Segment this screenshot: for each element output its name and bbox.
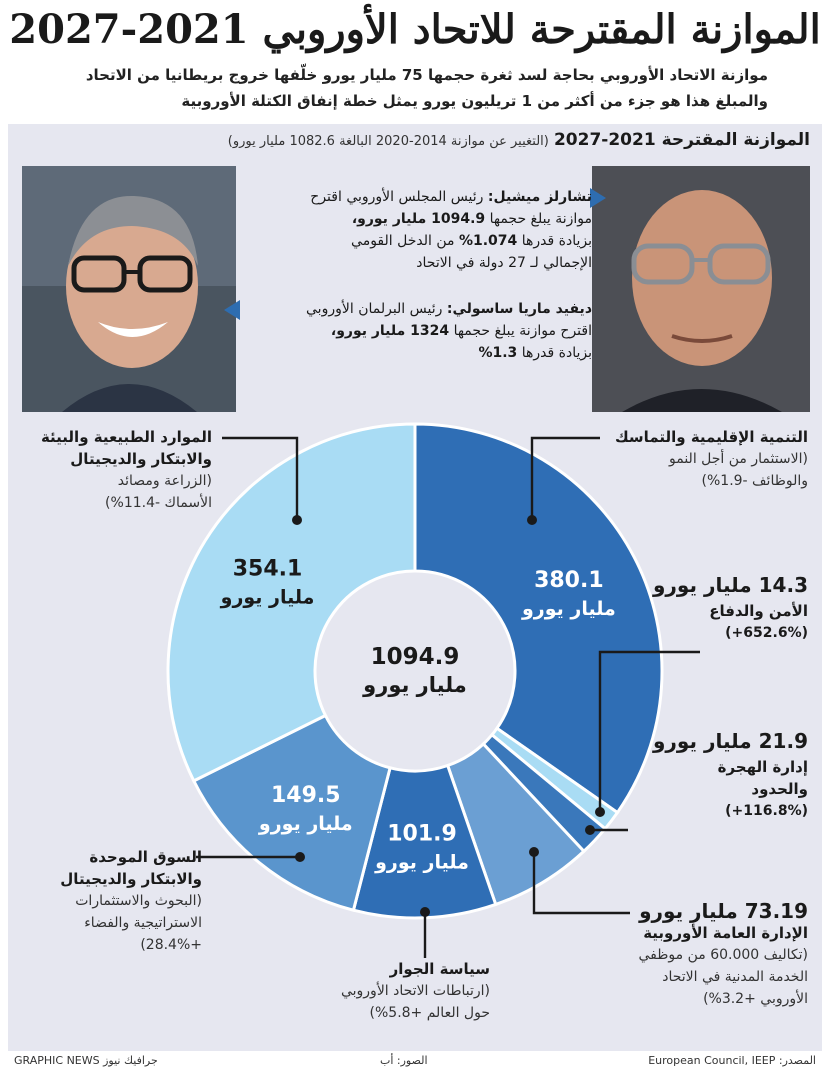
label-migration-value: 21.9 مليار يورو <box>652 729 808 753</box>
bio-michel: تشارلز ميشيل: رئيس المجلس الأوروبي اقترح… <box>282 186 592 274</box>
label-natural-title-1: الموارد الطبيعية والبيئة <box>40 428 212 446</box>
label-natural-sub-1: (الزراعة ومصائد <box>117 473 212 489</box>
leader-dot-cohesion <box>527 515 537 525</box>
photo-michel <box>592 166 810 412</box>
footer-source: المصدر: European Council, IEEP <box>648 1054 816 1067</box>
segment-unit-natural: مليار يورو <box>220 587 315 609</box>
label-security-value: 14.3 مليار يورو <box>652 573 808 597</box>
segment-unit-single-market: مليار يورو <box>258 813 353 835</box>
label-admin-value: 73.19 مليار يورو <box>639 899 808 923</box>
leader-dot-natural <box>292 515 302 525</box>
section-title: الموازنة المقترحة 2021-2027 <box>553 130 810 150</box>
bio-sassoli: ديفيد ماريا ساسولي: رئيس البرلمان الأورو… <box>282 298 592 364</box>
leader-line-cohesion <box>530 436 600 520</box>
label-migration-change: (+116.8%) <box>725 803 808 819</box>
label-single-market-title-1: السوق الموحدة <box>89 848 202 866</box>
leader-line-natural <box>222 436 299 520</box>
michel-text-3c: من الدخل القومي <box>351 233 455 249</box>
label-admin-sub-3: الأوروبي +3.2%) <box>703 991 808 1007</box>
label-cohesion-sub-1: (الاستثمار من أجل النمو <box>669 451 808 467</box>
label-neighbour-title: سياسة الجوار <box>389 960 490 978</box>
label-neighbour-sub-1: (ارتباطات الاتحاد الأوروبي <box>340 983 490 999</box>
label-security-title: الأمن والدفاع <box>709 602 808 620</box>
label-single-market: السوق الموحدة والابتكار والديجيتال (البح… <box>22 846 202 956</box>
footer-photos: الصور: أب <box>380 1054 428 1067</box>
section-note: (التغيير عن موازنة 2014-2020 البالغة 108… <box>227 134 549 149</box>
label-single-market-title-2: والابتكار والديجيتال <box>60 870 202 888</box>
label-neighbour: سياسة الجوار (ارتباطات الاتحاد الأوروبي … <box>280 958 490 1024</box>
label-cohesion-title: التنمية الإقليمية والتماسك <box>614 428 808 446</box>
sassoli-text-1: رئيس البرلمان الأوروبي <box>306 301 443 317</box>
section-heading: الموازنة المقترحة 2021-2027 (التغيير عن … <box>30 130 810 150</box>
michel-name: تشارلز ميشيل: <box>487 189 592 205</box>
label-neighbour-sub-2: حول العالم +5.8%) <box>369 1005 490 1021</box>
sassoli-text-3b: 1.3% <box>478 345 518 361</box>
photo-sassoli <box>22 166 236 412</box>
segment-unit-cohesion: مليار يورو <box>521 598 616 620</box>
leader-dot-neighbour <box>420 907 430 917</box>
leader-line-security <box>598 650 700 812</box>
michel-text-2b: 1094.9 مليار يورو، <box>351 211 486 227</box>
label-single-market-sub-1: (البحوث والاستثمارات <box>75 893 202 909</box>
donut-segment-single-market <box>191 713 392 913</box>
page-title: الموازنة المقترحة للاتحاد الأوروبي 2021-… <box>9 6 821 53</box>
michel-text-4: الإجمالي لـ 27 دولة في الاتحاد <box>416 255 592 271</box>
segment-value-neighbour: 101.9 <box>387 821 457 846</box>
label-admin: 73.19 مليار يورو الإدارة العامة الأوروبي… <box>598 900 808 1010</box>
sassoli-text-2b: 1324 مليار يورو، <box>330 323 450 339</box>
label-security: 14.3 مليار يورو الأمن والدفاع (+652.6%) <box>608 574 808 644</box>
donut-segment-natural <box>166 422 417 783</box>
label-cohesion: التنمية الإقليمية والتماسك (الاستثمار من… <box>578 426 808 492</box>
leader-dot-migration <box>585 825 595 835</box>
sassoli-text-3a: بزيادة قدرها <box>521 345 592 361</box>
michel-text-3a: بزيادة قدرها <box>521 233 592 249</box>
segment-value-cohesion: 380.1 <box>534 568 604 593</box>
leader-dot-admin <box>529 847 539 857</box>
subtitle-line-1: موازنة الاتحاد الأوروبي بحاجة لسد ثغرة ح… <box>85 66 768 84</box>
segment-unit-neighbour: مليار يورو <box>374 851 469 873</box>
label-natural-title-2: والابتكار والديجيتال <box>70 450 212 468</box>
michel-text-1: رئيس المجلس الأوروبي اقترح <box>310 189 484 205</box>
label-migration: 21.9 مليار يورو إدارة الهجرة والحدود (+1… <box>618 730 808 822</box>
michel-text-3b: 1.074% <box>458 233 518 249</box>
label-single-market-sub-3: +28.4%) <box>140 937 202 953</box>
leader-line-admin <box>532 852 630 915</box>
label-migration-title-1: إدارة الهجرة <box>717 758 808 776</box>
michel-text-2a: موازنة يبلغ حجمها <box>489 211 592 227</box>
label-security-change: (+652.6%) <box>725 625 808 641</box>
leader-dot-security <box>595 807 605 817</box>
label-single-market-sub-2: الاستراتيجية والفضاء <box>84 915 202 931</box>
sassoli-text-2a: اقترح موازنة يبلغ حجمها <box>453 323 592 339</box>
label-admin-title: الإدارة العامة الأوروبية <box>643 924 808 942</box>
footer-brand: GRAPHIC NEWS جرافيك نيوز <box>14 1054 158 1067</box>
center-total-unit: مليار يورو <box>362 673 467 697</box>
label-natural-sub-2: الأسماك -11.4%) <box>105 495 212 511</box>
label-natural: الموارد الطبيعية والبيئة والابتكار والدي… <box>22 426 212 514</box>
sassoli-name: ديفيد ماريا ساسولي: <box>446 301 592 317</box>
segment-value-single-market: 149.5 <box>271 783 341 808</box>
center-total-value: 1094.9 <box>371 644 460 670</box>
label-cohesion-sub-2: والوظائف -1.9%) <box>701 473 808 489</box>
label-admin-sub-1: (تكاليف 60.000 من موظفي <box>638 947 808 963</box>
pointer-michel-icon <box>590 188 606 208</box>
leader-dot-single-market <box>295 852 305 862</box>
label-admin-sub-2: الخدمة المدنية في الاتحاد <box>662 969 808 985</box>
subtitle-line-2: والمبلغ هذا هو جزء من أكثر من 1 تريليون … <box>181 92 768 110</box>
label-migration-title-2: والحدود <box>751 780 808 798</box>
segment-value-natural: 354.1 <box>233 557 303 582</box>
pointer-sassoli-icon <box>224 300 240 320</box>
